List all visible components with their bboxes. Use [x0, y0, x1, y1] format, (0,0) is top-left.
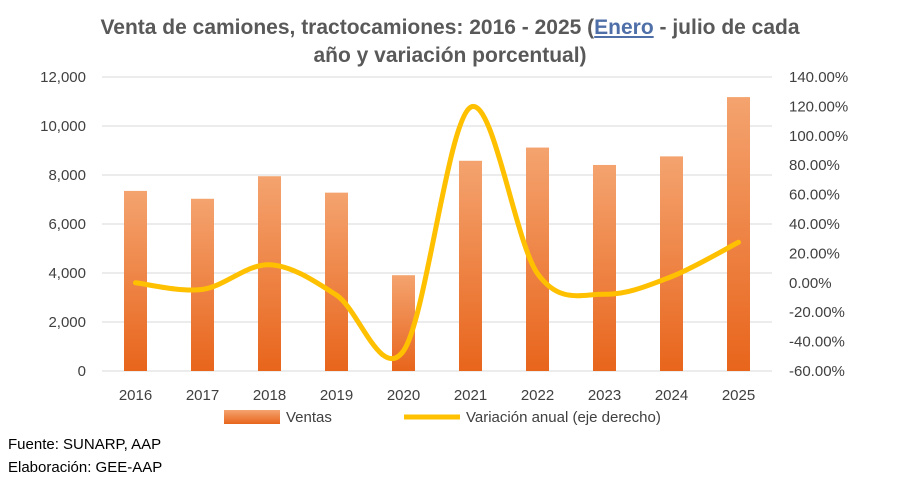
y-left-tick-label: 8,000 [48, 167, 86, 184]
prepared-by-note: Elaboración: GEE-AAP [8, 459, 163, 476]
y-left-tick-label: 2,000 [48, 314, 86, 331]
x-tick-label: 2019 [320, 387, 353, 404]
bar-ventas [727, 97, 750, 371]
x-tick-label: 2017 [186, 387, 219, 404]
legend-label-variacion: Variación anual (eje derecho) [466, 409, 661, 426]
bar-ventas [325, 192, 348, 371]
source-note: Fuente: SUNARP, AAP [8, 436, 162, 453]
line-variacion-anual [133, 104, 741, 362]
bar-ventas [660, 156, 683, 371]
y-right-tick-label: 0.00% [789, 275, 832, 292]
y-right-tick-label: -20.00% [789, 304, 845, 321]
y-right-tick-label: 140.00% [789, 69, 848, 86]
y-left-tick-label: 4,000 [48, 265, 86, 282]
legend-swatch-ventas [224, 410, 280, 424]
bar-ventas [526, 147, 549, 371]
x-tick-label: 2021 [454, 387, 487, 404]
bar-ventas [392, 275, 415, 371]
y-left-tick-label: 6,000 [48, 216, 86, 233]
y-right-tick-label: 20.00% [789, 245, 840, 262]
y-left-tick-label: 10,000 [40, 118, 86, 135]
title-highlight: Enero [594, 16, 654, 39]
x-tick-label: 2022 [521, 387, 554, 404]
y-right-tick-label: 60.00% [789, 187, 840, 204]
y-right-tick-label: 40.00% [789, 216, 840, 233]
title-part-2: - julio de cada [653, 16, 800, 39]
bar-ventas [258, 176, 281, 371]
y-right-tick-label: 100.00% [789, 128, 848, 145]
y-left-tick-label: 12,000 [40, 69, 86, 86]
bar-ventas [593, 164, 616, 371]
x-tick-label: 2024 [655, 387, 688, 404]
x-tick-label: 2025 [722, 387, 755, 404]
legend-label-ventas: Ventas [286, 409, 332, 426]
x-tick-label: 2023 [588, 387, 621, 404]
y-left-tick-label: 0 [78, 363, 86, 380]
title-part-1: Venta de camiones, tractocamiones: 2016 … [100, 16, 595, 39]
bar-ventas [191, 198, 214, 371]
x-tick-label: 2018 [253, 387, 286, 404]
chart-title-line-1: Venta de camiones, tractocamiones: 2016 … [0, 14, 900, 42]
bar-ventas [459, 160, 482, 371]
y-right-tick-label: -40.00% [789, 334, 845, 351]
x-tick-label: 2020 [387, 387, 420, 404]
chart-title: Venta de camiones, tractocamiones: 2016 … [0, 14, 900, 70]
y-right-tick-label: -60.00% [789, 363, 845, 380]
chart-title-line-2: año y variación porcentual) [313, 44, 587, 67]
x-tick-label: 2016 [119, 387, 152, 404]
y-right-tick-label: 120.00% [789, 98, 848, 115]
y-right-tick-label: 80.00% [789, 157, 840, 174]
